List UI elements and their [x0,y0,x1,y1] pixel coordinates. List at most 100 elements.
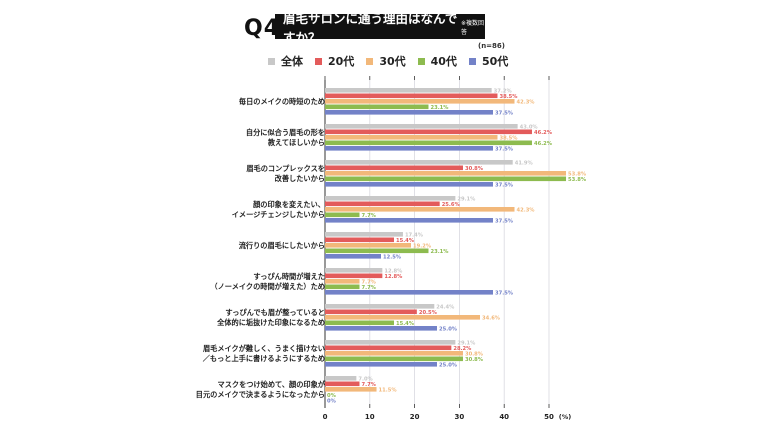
legend-swatch [315,57,322,65]
data-label: 37.5% [495,290,514,296]
data-label: 11.5% [379,387,398,393]
category-label: 毎日のメイクの時短のため [239,97,325,107]
data-label: 7.7% [361,285,376,291]
bar [325,212,360,218]
data-label: 29.1% [457,340,476,346]
bar [325,196,456,201]
data-label: 7.0% [358,376,373,382]
bar [325,290,493,295]
bar [325,243,412,248]
bar [325,326,437,331]
category-label: 眉毛のコンプレックスを 改善したいから [246,164,325,184]
data-label: 17.4% [405,232,424,238]
x-tick-label: 30 [455,413,465,421]
category-label-line: 顔の印象を変えたい、 [253,199,325,209]
category-label: 自分に似合う眉毛の形を 教えてほしいから [246,128,325,148]
legend-swatch [366,57,374,65]
bar [325,356,463,362]
legend-label: 20代 [328,55,355,68]
data-label: 34.6% [482,315,501,321]
legend-label: 30代 [379,55,406,68]
category-label-line: イメージチェンジしたいから [231,209,325,219]
data-label: 25.6% [442,202,461,208]
bar [325,315,481,320]
legend-label: 50代 [481,55,509,68]
legend-item: 全体 [268,53,303,69]
data-label: 53.8% [568,171,587,177]
bar [325,140,532,146]
x-tick-label: 0 [323,413,328,421]
data-label: 37.5% [495,146,514,152]
chart-title-box: 眉毛サロンに通う理由はなんですか？ ※複数回答 [275,11,485,45]
category-label-line: 目元のメイクで決まるようになったから [195,389,325,399]
data-label: 25.0% [439,362,458,368]
data-label: 37.5% [495,182,514,188]
category-label: すっぴんでも眉が整っていると 全体的に垢抜けた印象になるため [217,308,325,328]
bar [325,160,513,165]
bar [325,279,360,284]
sample-size-note: (n=86) [478,42,505,50]
bar [325,124,518,129]
data-label: 7.7% [361,279,376,285]
legend-label: 全体 [281,55,303,68]
bar [325,88,492,93]
bar [325,362,437,367]
data-label: 29.1% [457,196,476,202]
data-label: 7.7% [361,382,376,388]
question-number: Q4 [244,16,281,41]
category-label: マスクをつけ始めて、顔の印象が 目元のメイクで決まるようになったから [196,380,325,400]
bar [325,284,360,290]
bar [325,182,493,187]
bar [325,232,403,237]
legend-item: 30代 [366,53,406,69]
category-label: すっぴん時間が増えた （ノーメイクの時間が増えた）ため [210,272,325,292]
data-label: 30.8% [465,351,484,357]
category-label-line: 眉毛メイクが難しく、うまく描けない [202,343,325,353]
data-label: 23.1% [430,249,449,255]
bar [325,129,532,135]
data-label: 15.4% [396,238,415,244]
bar [325,201,440,207]
category-label-line: 改善したいから [274,173,325,183]
data-label: 53.8% [568,177,587,183]
data-label: 28.2% [453,346,472,352]
title-note: ※複数回答 [461,19,485,36]
data-label: 37.5% [495,110,514,116]
bar [325,268,383,273]
category-label-line: 眉毛のコンプレックスを [246,163,325,173]
bar [325,99,515,104]
data-label: 42.3% [517,99,536,105]
data-label: 42.3% [517,207,536,213]
x-tick-label: 50 [544,413,554,421]
data-label: 12.5% [383,254,402,260]
category-label: 眉毛メイクが難しく、うまく描けない ／もっと上手に書けるようにするため [203,344,325,364]
data-label: 43.0% [520,124,539,130]
bar [325,165,463,171]
bar [325,135,498,140]
x-axis-label: (%) [559,413,571,421]
category-label-line: （ノーメイクの時間が増えた）ため [210,281,325,291]
x-tick-label: 20 [410,413,420,421]
data-label: 46.2% [534,141,553,147]
bar [325,104,429,110]
chart-title: 眉毛サロンに通う理由はなんですか？ [283,10,458,45]
legend-swatch [417,57,425,65]
data-label: 0% [327,398,337,404]
data-label: 37.5% [495,218,514,224]
bar [325,93,498,99]
bar [325,381,360,387]
data-label: 12.8% [384,268,403,274]
category-label: 流行りの眉毛にしたいから [239,241,325,251]
bar [325,376,357,381]
data-label: 38.5% [499,135,518,141]
legend-item: 50代 [468,53,509,69]
bar [325,273,383,279]
category-label: 顔の印象を変えたい、 イメージチェンジしたいから [232,200,325,220]
data-label: 25.0% [439,326,458,332]
bar [325,309,417,315]
bar [325,207,515,212]
bar [325,237,394,243]
legend-swatch [468,57,476,65]
bar [325,345,452,351]
bar [325,320,394,326]
